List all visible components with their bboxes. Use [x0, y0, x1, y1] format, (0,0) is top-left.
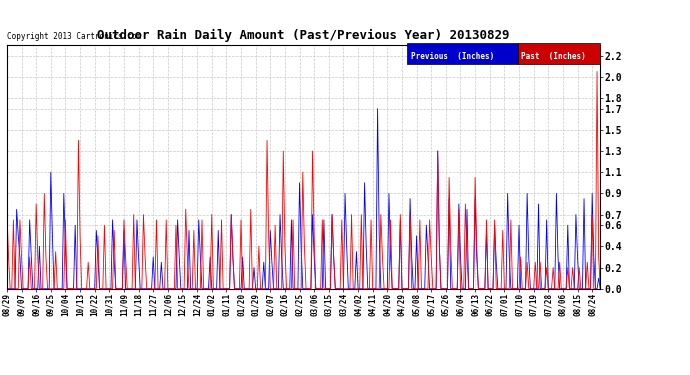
Text: Past  (Inches): Past (Inches): [521, 52, 586, 61]
Title: Outdoor Rain Daily Amount (Past/Previous Year) 20130829: Outdoor Rain Daily Amount (Past/Previous…: [97, 29, 510, 42]
Text: Previous  (Inches): Previous (Inches): [411, 52, 494, 61]
Text: Copyright 2013 Cartronics.com: Copyright 2013 Cartronics.com: [7, 32, 141, 41]
